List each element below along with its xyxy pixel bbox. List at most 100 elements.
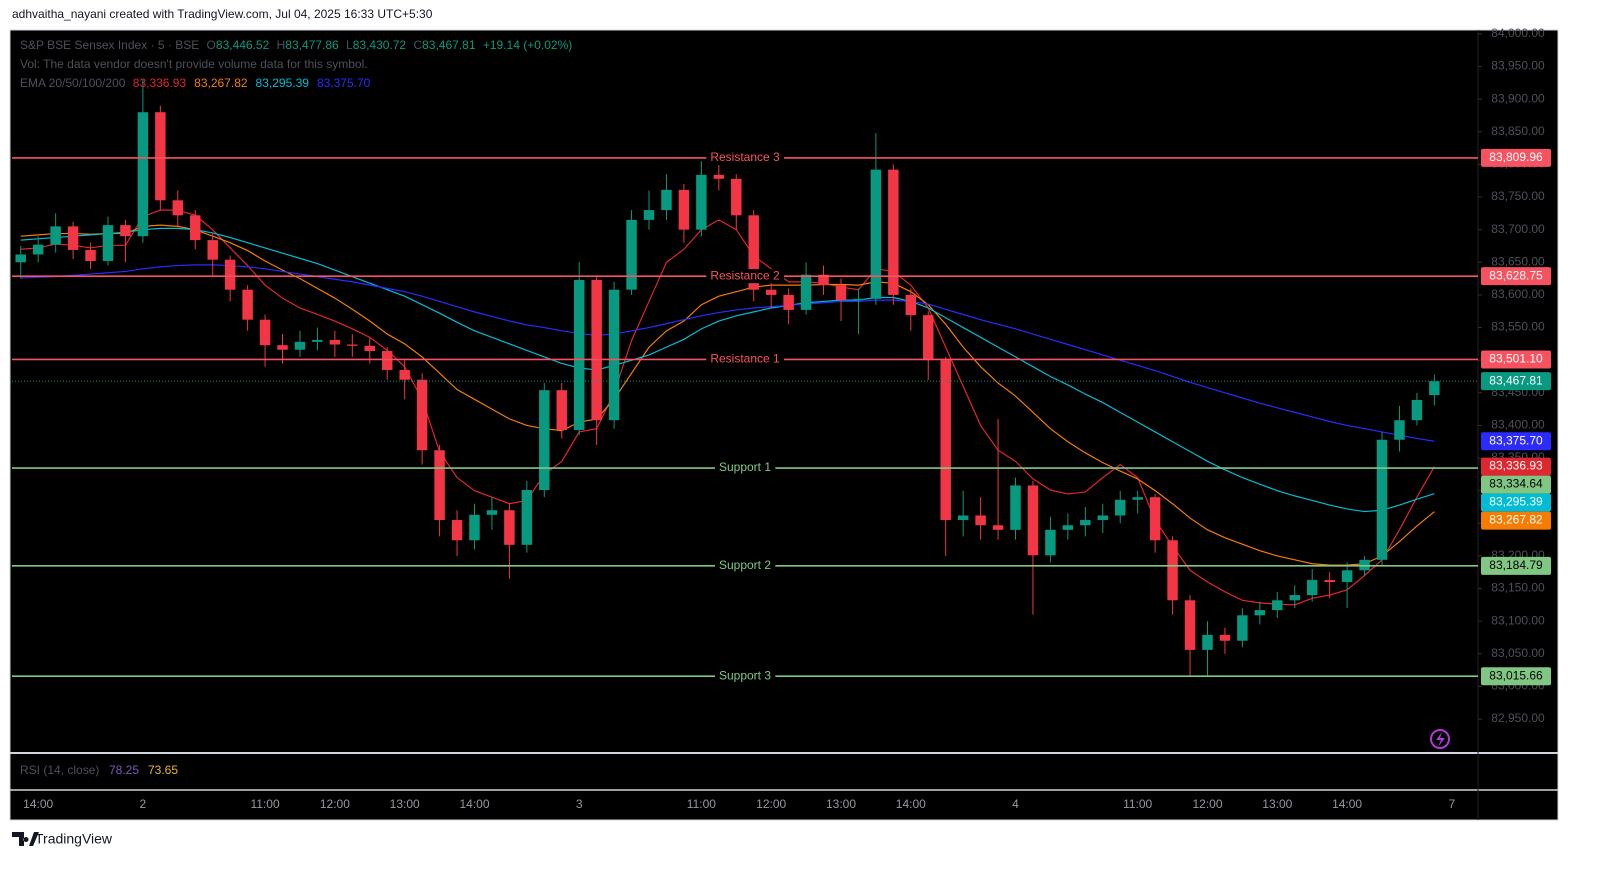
price-axis-label: 83,334.64 (1489, 477, 1543, 491)
candle-body (120, 225, 131, 237)
price-axis-label: 83,267.82 (1489, 513, 1543, 527)
level-name: Resistance 2 (710, 268, 780, 282)
alert-icon[interactable] (1430, 729, 1450, 749)
candle-body (731, 178, 742, 216)
ohlc-key: O (206, 38, 216, 52)
x-tick-label: 14:00 (459, 797, 489, 811)
candle-body (1429, 381, 1440, 396)
x-tick-label: 4 (1012, 797, 1019, 811)
y-tick-label: 84,000.00 (1491, 26, 1545, 40)
y-tick-label: 83,100.00 (1491, 613, 1545, 627)
ema-value: 83,375.70 (316, 76, 371, 90)
candle-body (573, 279, 585, 430)
candle-body (172, 200, 184, 216)
candle-body (416, 379, 428, 451)
y-tick-label: 83,700.00 (1491, 222, 1545, 236)
candle-body (1237, 615, 1248, 641)
candle-body (1132, 497, 1143, 500)
ema-value: 83,295.39 (255, 76, 309, 90)
y-tick-label: 83,650.00 (1491, 254, 1545, 268)
candle-body (329, 339, 341, 345)
candle-body (85, 249, 96, 261)
y-tick-label: 83,400.00 (1491, 418, 1545, 432)
level-name-bg (706, 150, 785, 165)
price-axis-label: 83,467.81 (1489, 373, 1543, 387)
candle-body (1062, 525, 1074, 530)
candle-body (818, 274, 829, 286)
ohlc-value: 83,467.81 (422, 38, 476, 52)
x-tick-label: 12:00 (1192, 797, 1222, 811)
x-tick-label: 12:00 (756, 797, 786, 811)
candle-body (1394, 420, 1405, 440)
price-axis-label-bg (1481, 493, 1551, 512)
ema-line (20, 224, 1435, 566)
candle-body (294, 341, 306, 350)
ema-line (20, 209, 1435, 606)
y-tick-label: 83,050.00 (1491, 646, 1545, 660)
price-axis-label-bg (1481, 457, 1551, 476)
candle-body (434, 450, 445, 521)
x-tick-label: 13:00 (826, 797, 856, 811)
level-name-bg (714, 461, 776, 476)
x-tick-label: 2 (140, 797, 147, 811)
rsi-value: 78.25 (109, 763, 139, 777)
level-name-bg (714, 558, 776, 573)
candle-body (1324, 580, 1335, 583)
candle-body (1149, 497, 1161, 541)
x-tick-label: 13:00 (1262, 797, 1292, 811)
x-tick-label: 7 (1448, 797, 1455, 811)
price-axis-label: 83,336.93 (1489, 459, 1543, 473)
y-tick-label: 83,600.00 (1491, 287, 1545, 301)
y-tick-label: 82,950.00 (1491, 711, 1545, 725)
level-name-bg (706, 269, 785, 284)
candle-body (1306, 580, 1318, 596)
price-axis-label: 83,015.66 (1489, 668, 1543, 682)
candle-body (15, 254, 26, 263)
ohlc-value: 83,446.52 (215, 38, 270, 52)
candle-body (67, 226, 79, 250)
candle-body (1080, 520, 1091, 526)
brand-logo (12, 832, 39, 846)
candle-body (277, 345, 288, 350)
price-axis-label-bg (1481, 350, 1551, 369)
candle-body (50, 226, 61, 245)
x-tick-label: 12:00 (320, 797, 350, 811)
level-name-bg (714, 669, 776, 684)
candle-body (381, 351, 393, 370)
candle-body (992, 525, 1004, 530)
rsi-value: 73.65 (148, 763, 178, 777)
candle-body (207, 240, 218, 260)
rsi-label: RSI (14, close) (20, 763, 99, 777)
candle-body (870, 169, 882, 299)
level-name: Support 1 (719, 460, 771, 474)
candle-body (224, 259, 236, 290)
ema-line (20, 264, 1435, 442)
candle-body (608, 289, 620, 421)
price-axis-label: 83,628.75 (1489, 268, 1543, 282)
price-axis-label: 83,295.39 (1489, 495, 1543, 509)
level-name-bg (706, 352, 785, 367)
x-tick-label: 14:00 (896, 797, 926, 811)
y-tick-label: 83,950.00 (1491, 59, 1545, 73)
candle-body (521, 490, 533, 545)
ohlc-key: H (276, 38, 286, 52)
candle-body (259, 319, 271, 346)
candle-body (1114, 499, 1126, 516)
level-name: Resistance 3 (710, 150, 780, 164)
candle-body (748, 215, 759, 290)
candle-body (1010, 485, 1021, 530)
price-axis-label-bg (1481, 148, 1551, 167)
candle-body (1411, 399, 1423, 421)
x-tick-label: 11:00 (250, 797, 279, 811)
candle-body (155, 112, 166, 201)
candle-body (451, 520, 463, 541)
chart-background (9, 29, 1559, 821)
symbol: S&P BSE Sensex Index · 5 · BSE (20, 38, 200, 52)
candle-body (1184, 600, 1196, 650)
candle-body (556, 390, 567, 430)
candle-body (975, 515, 986, 526)
candle-body (853, 298, 864, 301)
candle-body (1097, 515, 1109, 521)
